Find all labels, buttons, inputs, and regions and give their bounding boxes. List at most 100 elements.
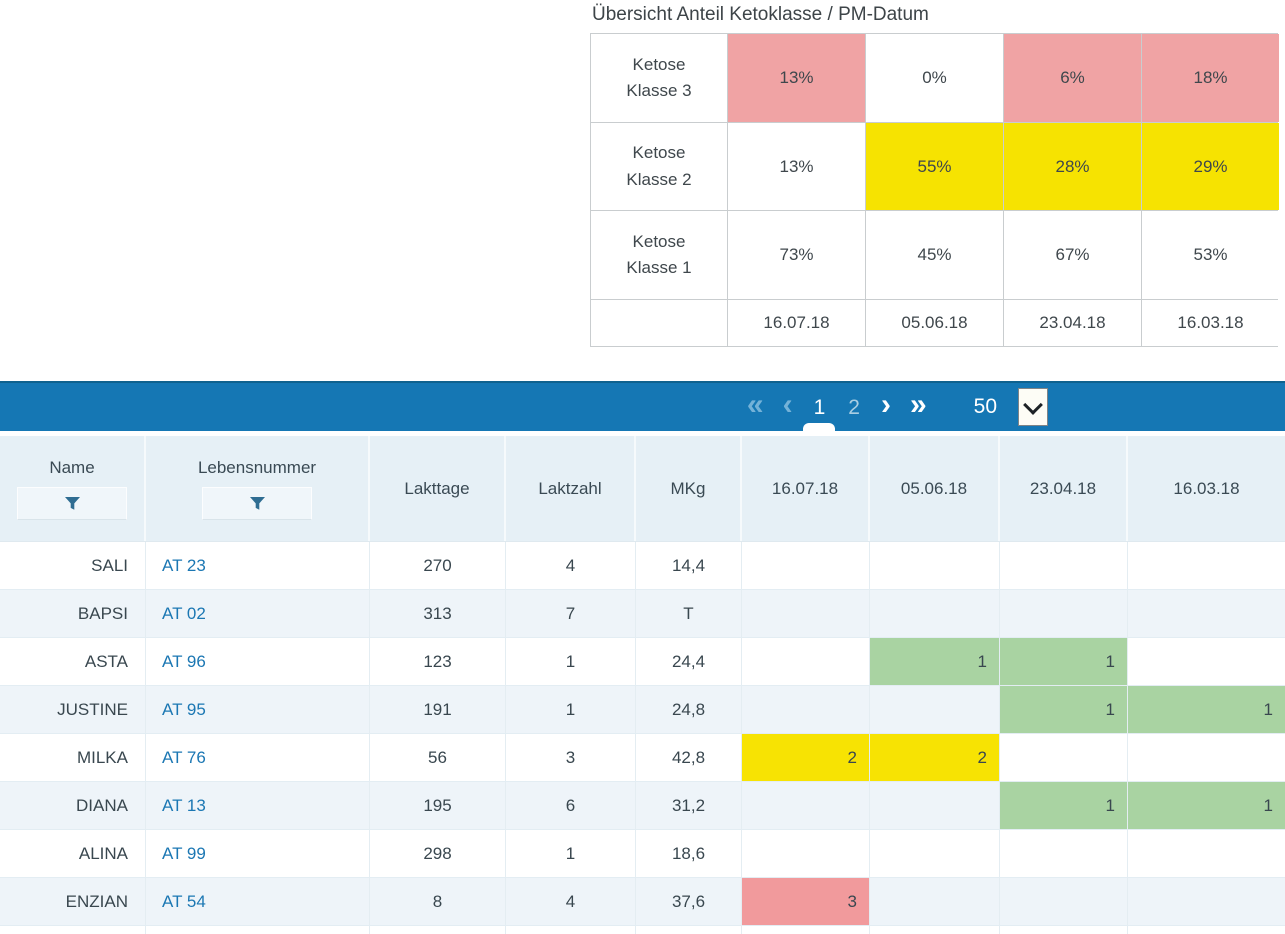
laktzahl-cell: 1 bbox=[506, 638, 636, 685]
column-header-mkg[interactable]: MKg bbox=[636, 436, 742, 541]
keto-class-cell: 1 bbox=[1128, 782, 1285, 829]
summary-percent-cell: 55% bbox=[866, 123, 1003, 210]
summary-percent-cell: 6% bbox=[1004, 34, 1141, 122]
filter-input-lebensnummer[interactable] bbox=[202, 486, 312, 520]
column-header-23-04-18[interactable]: 23.04.18 bbox=[1000, 436, 1128, 541]
summary-row-label-text: Ketose Klasse 1 bbox=[626, 231, 692, 277]
summary-table: Ketose Klasse 3 13% 0% 6% 18% Ketose Klasse 2… bbox=[590, 33, 1279, 347]
date-cell bbox=[1128, 734, 1285, 781]
animal-link[interactable]: AT 95 bbox=[146, 686, 370, 733]
page-2-button[interactable]: 2 bbox=[848, 395, 860, 419]
cow-table-body: SALI AT 23 270 4 14,4 BAPSI AT 02 313 7 T ASTA AT 9… bbox=[0, 542, 1285, 934]
date-cell bbox=[1000, 830, 1128, 877]
date-cell bbox=[742, 686, 870, 733]
cow-name: ALINA bbox=[0, 830, 146, 877]
mkg-cell: 14,4 bbox=[636, 542, 742, 589]
filter-input-name[interactable] bbox=[17, 486, 127, 520]
summary-title: Übersicht Anteil Ketoklasse / PM-Datum bbox=[592, 4, 929, 25]
table-row: MILKA AT 76 56 3 42,8 2 2 bbox=[0, 734, 1285, 782]
date-cell bbox=[1128, 926, 1285, 934]
date-cell bbox=[1000, 878, 1128, 925]
mkg-cell: T bbox=[636, 590, 742, 637]
page-size-dropdown[interactable] bbox=[1018, 388, 1048, 426]
prev-page-button[interactable]: ‹ bbox=[782, 388, 793, 421]
column-header-lebensnummer[interactable]: Lebensnummer bbox=[146, 436, 370, 541]
lakttage-cell: 298 bbox=[370, 830, 506, 877]
mkg-cell: 24,4 bbox=[636, 638, 742, 685]
summary-percent-cell: 28% bbox=[1004, 123, 1141, 210]
cow-name: JUSTINE bbox=[0, 686, 146, 733]
animal-link[interactable]: AT 02 bbox=[146, 590, 370, 637]
keto-class-cell: 1 bbox=[1000, 686, 1128, 733]
column-header-laktzahl[interactable]: Laktzahl bbox=[506, 436, 636, 541]
date-cell bbox=[870, 542, 1000, 589]
column-header-16-03-18[interactable]: 16.03.18 bbox=[1128, 436, 1285, 541]
animal-link[interactable]: AT 23 bbox=[146, 542, 370, 589]
date-cell bbox=[1000, 542, 1128, 589]
mkg-cell: 18,6 bbox=[636, 830, 742, 877]
animal-link[interactable]: AT 99 bbox=[146, 830, 370, 877]
keto-class-cell: 2 bbox=[870, 734, 1000, 781]
animal-link[interactable]: AT 76 bbox=[146, 734, 370, 781]
column-header-lakttage[interactable]: Lakttage bbox=[370, 436, 506, 541]
column-header-05-06-18[interactable]: 05.06.18 bbox=[870, 436, 1000, 541]
date-cell bbox=[742, 542, 870, 589]
summary-date-cell: 05.06.18 bbox=[866, 300, 1003, 346]
column-label: 16.07.18 bbox=[771, 478, 839, 498]
keto-class-cell: 1 bbox=[1000, 638, 1128, 685]
laktzahl-cell: 6 bbox=[506, 782, 636, 829]
table-row: SALI AT 23 270 4 14,4 bbox=[0, 542, 1285, 590]
date-cell bbox=[870, 878, 1000, 925]
summary-percent-cell: 73% bbox=[728, 211, 865, 299]
first-page-button[interactable]: « bbox=[746, 388, 764, 421]
summary-percent-cell: 45% bbox=[866, 211, 1003, 299]
summary-date-cell: 16.07.18 bbox=[728, 300, 865, 346]
date-cell bbox=[1000, 734, 1128, 781]
page-1-label: 1 bbox=[813, 395, 826, 419]
animal-link[interactable]: AT 96 bbox=[146, 638, 370, 685]
keto-class-cell: 1 bbox=[870, 638, 1000, 685]
laktzahl-cell: 1 bbox=[506, 686, 636, 733]
keto-class-cell: 1 bbox=[1000, 782, 1128, 829]
column-label: Lebensnummer bbox=[197, 457, 317, 477]
cow-name: BAPSI bbox=[0, 590, 146, 637]
animal-link[interactable]: AT 54 bbox=[146, 878, 370, 925]
summary-date-cell: 23.04.18 bbox=[1004, 300, 1141, 346]
column-label: 23.04.18 bbox=[1029, 478, 1097, 498]
date-cell bbox=[636, 926, 742, 934]
date-cell bbox=[742, 926, 870, 934]
laktzahl-cell: 4 bbox=[506, 542, 636, 589]
column-label: 16.03.18 bbox=[1173, 478, 1240, 498]
lakttage-cell: 8 bbox=[370, 878, 506, 925]
cow-name: ENZIAN bbox=[0, 878, 146, 925]
laktzahl-cell: 1 bbox=[506, 830, 636, 877]
date-cell bbox=[742, 830, 870, 877]
column-header-name[interactable]: Name bbox=[0, 436, 146, 541]
date-cell bbox=[146, 926, 370, 934]
table-row: JUSTINE AT 95 191 1 24,8 1 1 bbox=[0, 686, 1285, 734]
table-row: BAPSI AT 02 313 7 T bbox=[0, 590, 1285, 638]
pagination-bar: « ‹ 1 2 › » 50 bbox=[0, 381, 1285, 432]
keto-class-cell: 3 bbox=[742, 878, 870, 925]
date-cell bbox=[870, 926, 1000, 934]
laktzahl-cell: 3 bbox=[506, 734, 636, 781]
summary-date-cell: 16.03.18 bbox=[1142, 300, 1279, 346]
date-cell bbox=[742, 638, 870, 685]
column-header-16-07-18[interactable]: 16.07.18 bbox=[742, 436, 870, 541]
date-cell bbox=[1128, 878, 1285, 925]
date-cell bbox=[1128, 542, 1285, 589]
animal-link[interactable]: AT 13 bbox=[146, 782, 370, 829]
column-label: 05.06.18 bbox=[900, 478, 968, 498]
summary-percent-cell: 67% bbox=[1004, 211, 1141, 299]
summary-row-label: Ketose Klasse 1 bbox=[591, 211, 727, 299]
summary-footer-empty-cell bbox=[591, 300, 727, 346]
last-page-button[interactable]: » bbox=[909, 388, 927, 421]
summary-percent-cell: 29% bbox=[1142, 123, 1279, 210]
summary-percent-cell: 53% bbox=[1142, 211, 1279, 299]
chevron-down-icon bbox=[1023, 394, 1043, 415]
table-row: DIANA AT 13 195 6 31,2 1 1 bbox=[0, 782, 1285, 830]
page-size-value[interactable]: 50 bbox=[973, 395, 997, 418]
page-1-button[interactable]: 1 bbox=[803, 395, 836, 432]
next-page-button[interactable]: › bbox=[880, 388, 891, 421]
date-cell bbox=[870, 686, 1000, 733]
